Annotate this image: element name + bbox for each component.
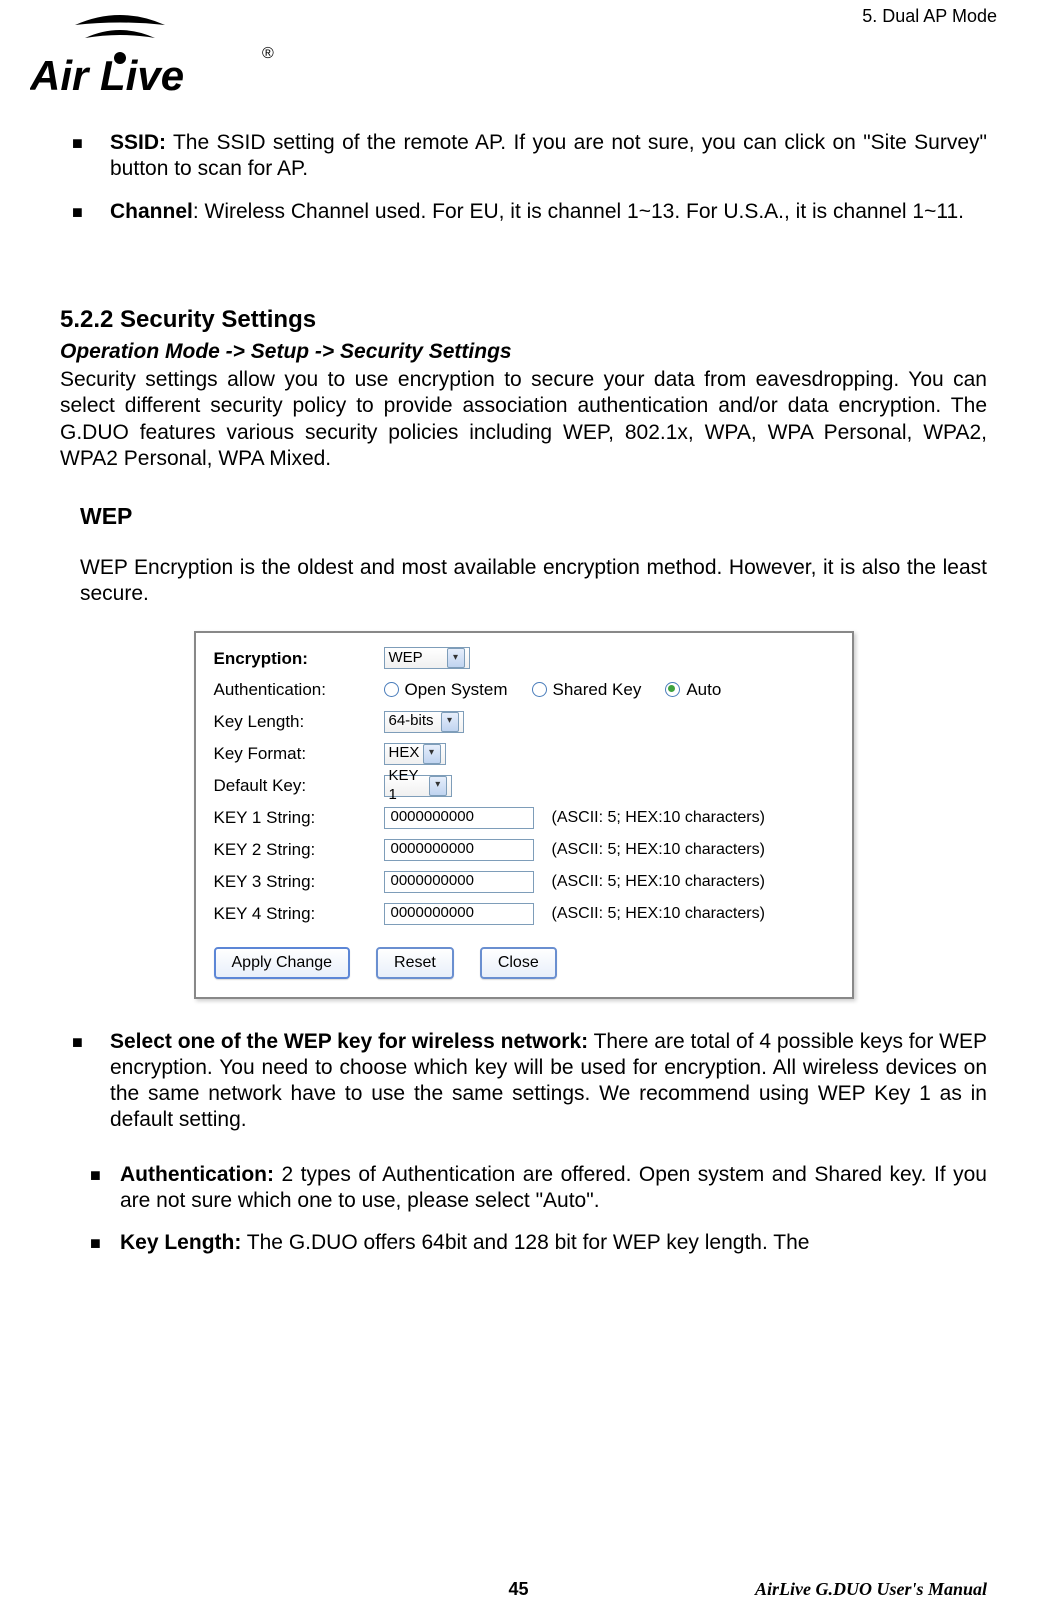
chevron-down-icon: ▾ <box>441 712 459 732</box>
footer: 45 AirLive G.DUO User's Manual <box>0 1579 1037 1600</box>
key1-label: KEY 1 String: <box>214 807 384 828</box>
wep-screenshot: Encryption: WEP ▾ Authentication: Open S… <box>194 631 854 998</box>
radio-icon <box>532 682 547 697</box>
radio-open-system[interactable]: Open System <box>384 679 508 700</box>
key4-input[interactable]: 0000000000 <box>384 903 534 925</box>
chevron-down-icon: ▾ <box>447 648 465 668</box>
chevron-down-icon: ▾ <box>429 776 446 796</box>
svg-text:Air Live: Air Live <box>30 52 184 99</box>
keylen-label: Key Length: <box>214 711 384 732</box>
radio-shared-key[interactable]: Shared Key <box>532 679 642 700</box>
wep-title: WEP <box>80 502 987 531</box>
bullet-ssid-label: SSID: <box>110 131 166 154</box>
bullet-channel-label: Channel <box>110 200 193 223</box>
bullet-key-length: Key Length: The G.DUO offers 64bit and 1… <box>70 1230 987 1256</box>
keyfmt-select[interactable]: HEX ▾ <box>384 743 446 765</box>
bullet-key-length-text: The G.DUO offers 64bit and 128 bit for W… <box>241 1231 809 1254</box>
wep-desc: WEP Encryption is the oldest and most av… <box>80 555 987 608</box>
bullet-ssid-text: The SSID setting of the remote AP. If yo… <box>110 131 987 180</box>
section-paragraph: Security settings allow you to use encry… <box>60 367 987 472</box>
defkey-select[interactable]: KEY 1 ▾ <box>384 775 452 797</box>
section-title: 5.2.2 Security Settings <box>60 305 987 335</box>
bullet-authentication: Authentication: 2 types of Authenticatio… <box>70 1162 987 1215</box>
close-button[interactable]: Close <box>480 947 557 979</box>
bullet-authentication-label: Authentication: <box>120 1163 274 1186</box>
bullet-key-length-label: Key Length: <box>120 1231 241 1254</box>
top-bullets: SSID: The SSID setting of the remote AP.… <box>60 130 987 225</box>
bullet-select-wep-key: Select one of the WEP key for wireless n… <box>60 1029 987 1134</box>
page-number: 45 <box>508 1579 528 1600</box>
key1-input[interactable]: 0000000000 <box>384 807 534 829</box>
key2-input[interactable]: 0000000000 <box>384 839 534 861</box>
bullet-channel: Channel: Wireless Channel used. For EU, … <box>60 199 987 225</box>
key3-input[interactable]: 0000000000 <box>384 871 534 893</box>
encryption-label: Encryption: <box>214 648 384 669</box>
bullet-channel-text: : Wireless Channel used. For EU, it is c… <box>193 200 964 223</box>
key4-hint: (ASCII: 5; HEX:10 characters) <box>552 904 765 924</box>
key2-hint: (ASCII: 5; HEX:10 characters) <box>552 840 765 860</box>
key1-hint: (ASCII: 5; HEX:10 characters) <box>552 808 765 828</box>
airlive-logo: Air Live ® <box>30 10 280 110</box>
bottom-bullets-2: Authentication: 2 types of Authenticatio… <box>70 1162 987 1257</box>
svg-text:®: ® <box>262 45 274 62</box>
breadcrumb: Operation Mode -> Setup -> Security Sett… <box>60 339 987 365</box>
key2-label: KEY 2 String: <box>214 839 384 860</box>
bullet-ssid: SSID: The SSID setting of the remote AP.… <box>60 130 987 183</box>
encryption-value: WEP <box>389 649 423 668</box>
keyfmt-label: Key Format: <box>214 743 384 764</box>
defkey-label: Default Key: <box>214 775 384 796</box>
key4-label: KEY 4 String: <box>214 903 384 924</box>
auth-label: Authentication: <box>214 679 384 700</box>
key3-hint: (ASCII: 5; HEX:10 characters) <box>552 872 765 892</box>
reset-button[interactable]: Reset <box>376 947 454 979</box>
radio-icon <box>665 682 680 697</box>
bullet-select-wep-key-label: Select one of the WEP key for wireless n… <box>110 1030 588 1053</box>
bottom-bullets-1: Select one of the WEP key for wireless n… <box>60 1029 987 1134</box>
key3-label: KEY 3 String: <box>214 871 384 892</box>
keylen-select[interactable]: 64-bits ▾ <box>384 711 464 733</box>
defkey-value: KEY 1 <box>389 767 430 805</box>
apply-button[interactable]: Apply Change <box>214 947 351 979</box>
keyfmt-value: HEX <box>389 744 420 763</box>
chapter-label: 5. Dual AP Mode <box>862 6 997 27</box>
manual-title: AirLive G.DUO User's Manual <box>755 1579 987 1600</box>
keylen-value: 64-bits <box>389 712 434 731</box>
chevron-down-icon: ▾ <box>423 744 441 764</box>
radio-auto[interactable]: Auto <box>665 679 721 700</box>
radio-icon <box>384 682 399 697</box>
encryption-select[interactable]: WEP ▾ <box>384 647 470 669</box>
